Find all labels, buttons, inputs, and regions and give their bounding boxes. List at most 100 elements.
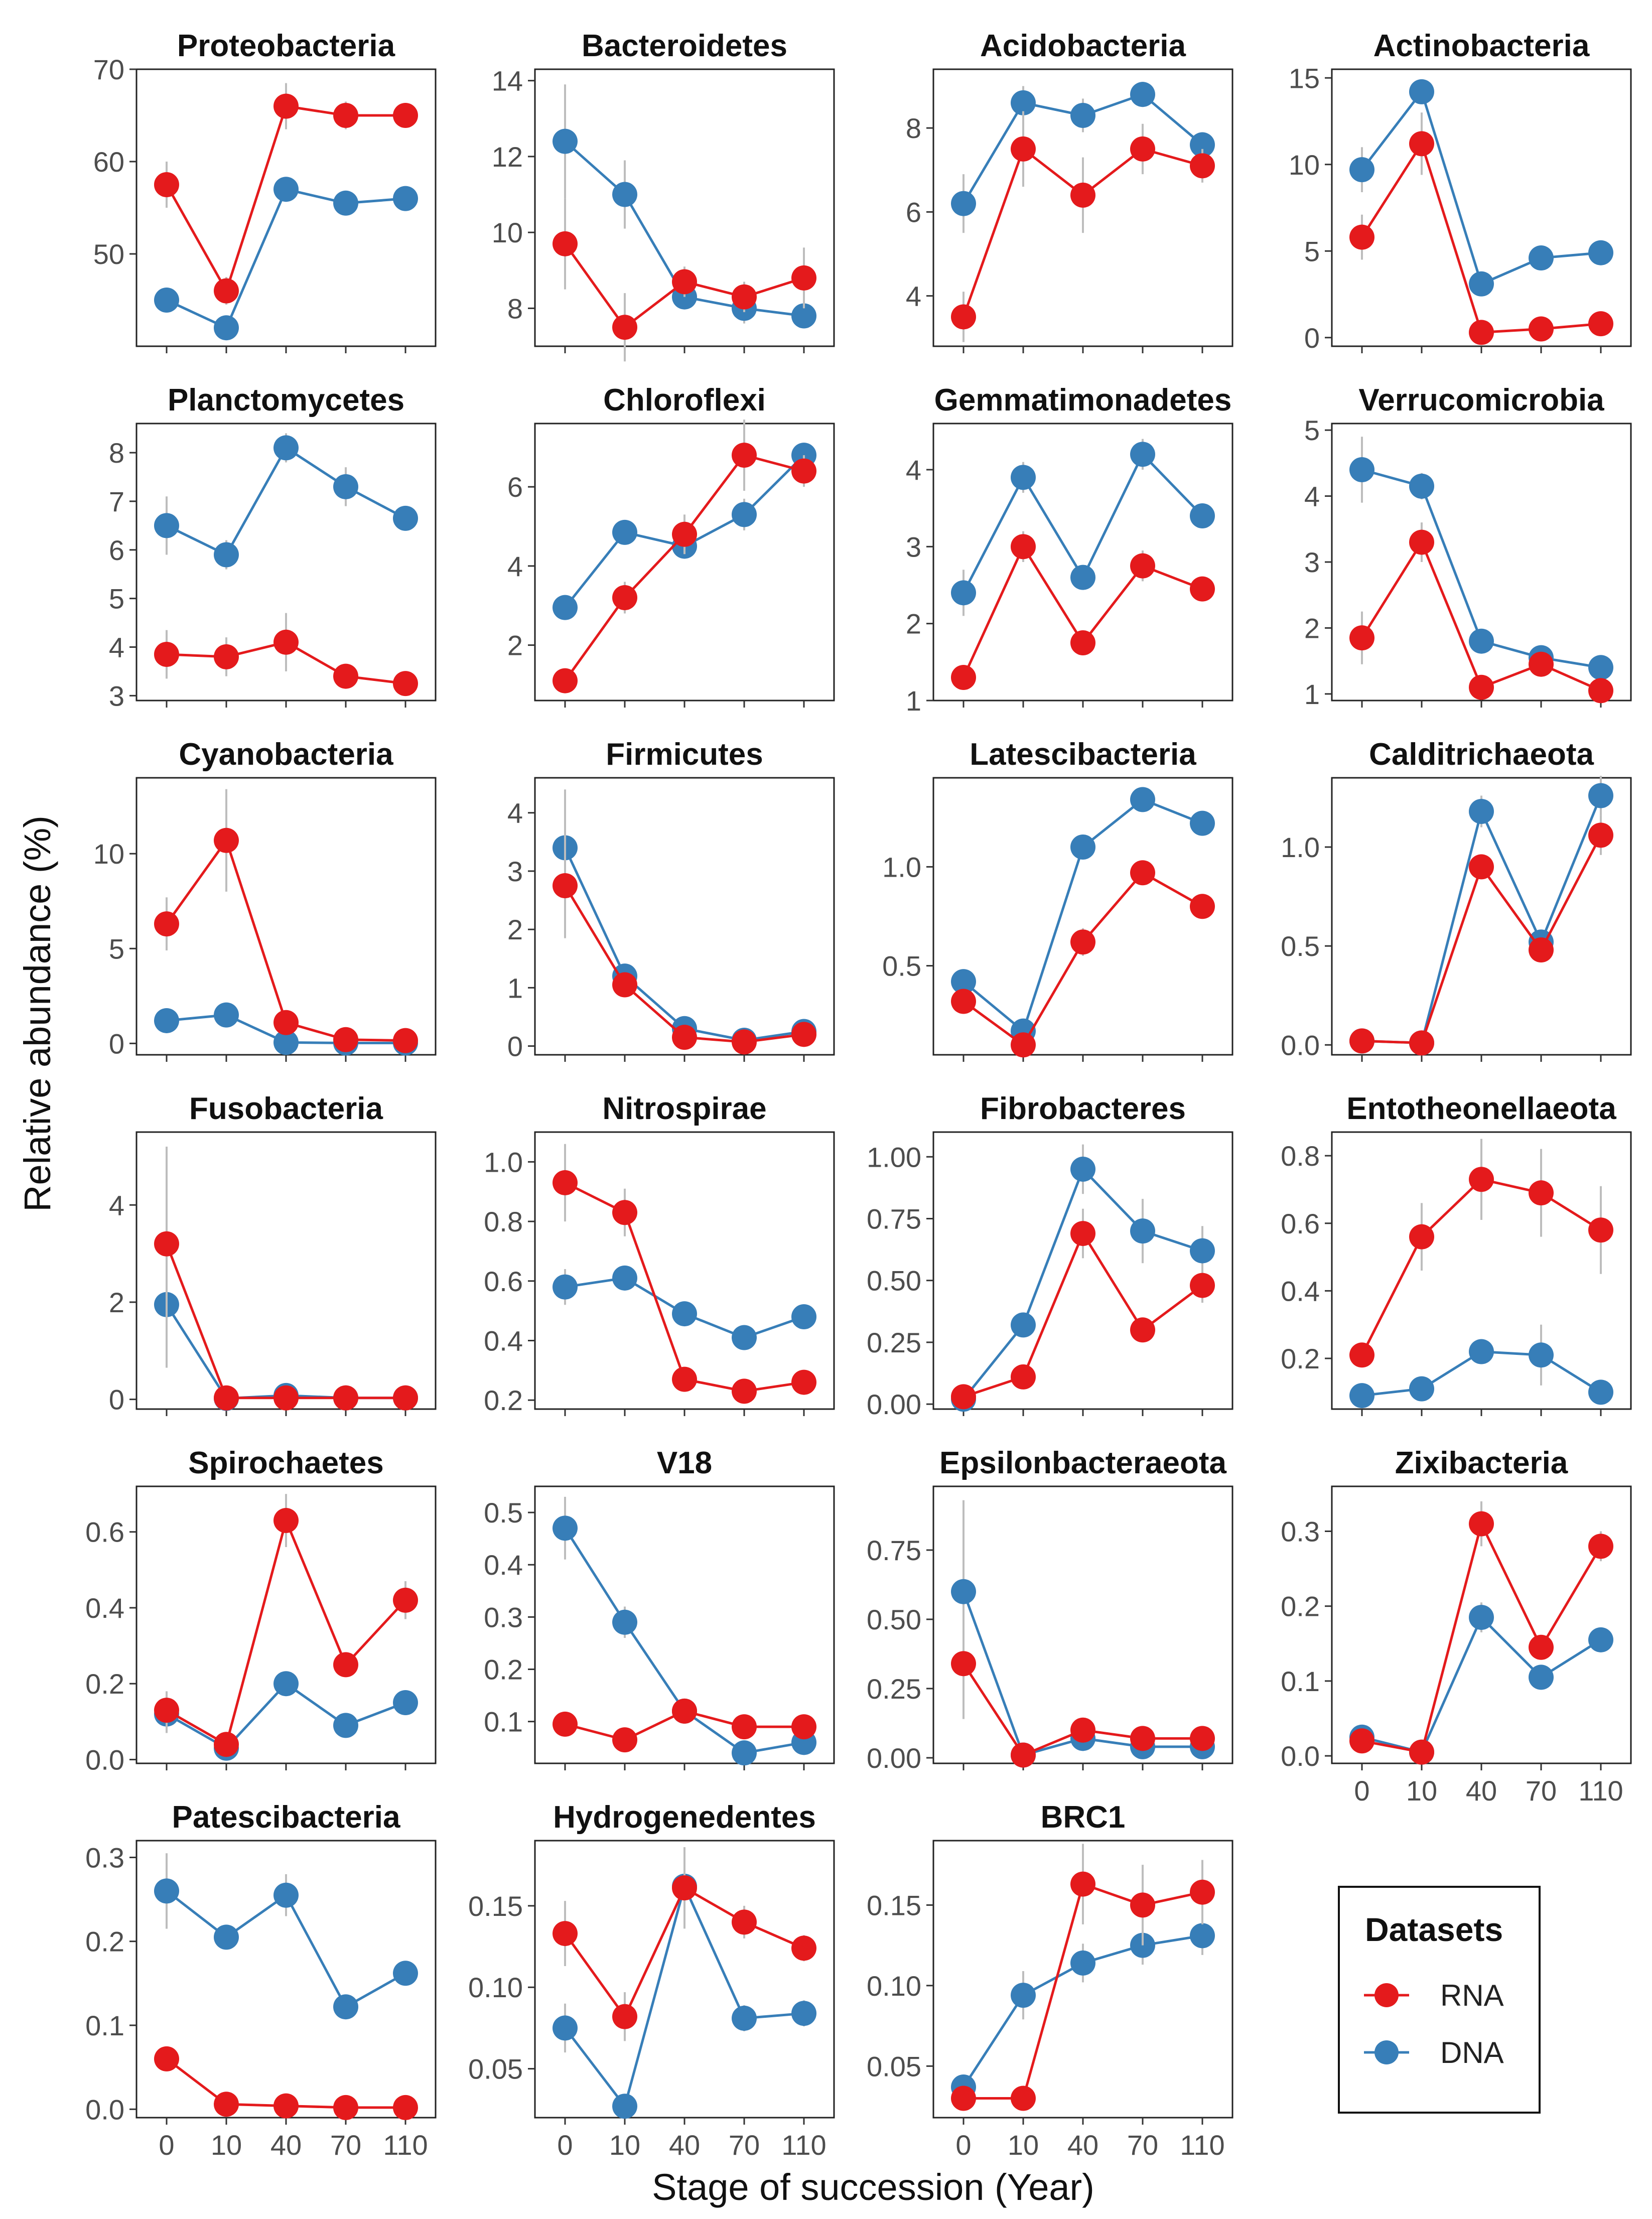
data-point-dna — [333, 1713, 358, 1738]
y-tick-label: 3 — [109, 680, 124, 712]
data-point-dna — [1070, 1950, 1095, 1976]
y-tick-label: 0.0 — [85, 1744, 124, 1775]
data-point-rna — [1409, 131, 1434, 157]
data-point-rna — [214, 1732, 239, 1757]
data-point-rna — [1409, 1224, 1434, 1250]
data-point-rna — [1469, 1511, 1494, 1537]
x-tick-label: 40 — [270, 2129, 302, 2161]
panel-title: Zixibacteria — [1395, 1446, 1568, 1480]
data-point-dna — [154, 1008, 179, 1033]
data-point-rna — [1011, 1742, 1036, 1768]
panel-title: Acidobacteria — [980, 29, 1186, 63]
data-point-rna — [214, 2092, 239, 2117]
panel-title: Actinobacteria — [1373, 29, 1590, 63]
panel-gemmatimonadetes: Gemmatimonadetes 1 2 3 4 — [906, 383, 1233, 717]
data-point-dna — [553, 2015, 578, 2041]
data-point-rna — [791, 1714, 816, 1740]
panel-entotheonellaeota: Entotheonellaeota 0.2 0.4 0.6 0.8 — [1281, 1091, 1632, 1416]
y-tick-label: 2 — [507, 630, 523, 661]
panel-zixibacteria: Zixibacteria 0.0 0.1 0.2 0.3 0 10 40 70 110 — [1281, 1446, 1632, 1807]
y-tick-label: 10 — [93, 838, 124, 870]
data-point-dna — [951, 580, 976, 606]
y-tick-label: 0.1 — [484, 1706, 523, 1738]
data-point-rna — [1190, 894, 1215, 919]
data-point-dna — [393, 186, 418, 211]
legend-label-dna: DNA — [1440, 2036, 1504, 2069]
data-point-dna — [1011, 90, 1036, 115]
panel-epsilonbacteraeota: Epsilonbacteraeota 0.00 0.25 0.50 0.75 — [867, 1446, 1233, 1774]
y-tick-label: 1.00 — [867, 1141, 921, 1173]
data-point-dna — [154, 1878, 179, 1904]
data-point-rna — [553, 1711, 578, 1737]
x-tick-label: 10 — [1406, 1775, 1437, 1807]
data-point-rna — [612, 585, 637, 610]
data-point-dna — [1070, 103, 1095, 128]
data-point-dna — [1529, 1342, 1554, 1368]
y-tick-label: 2 — [906, 608, 921, 640]
data-point-rna — [393, 671, 418, 697]
data-point-dna — [214, 1002, 239, 1028]
y-tick-label: 0.25 — [867, 1327, 921, 1358]
panel-proteobacteria: Proteobacteria 50 60 70 — [93, 29, 437, 353]
panel-spirochaetes: Spirochaetes 0.0 0.2 0.4 0.6 — [85, 1446, 437, 1775]
series-rna — [154, 613, 418, 697]
y-tick-label: 15 — [1289, 62, 1320, 94]
y-tick-label: 0.6 — [484, 1266, 523, 1297]
series-rna — [154, 2046, 418, 2120]
data-point-rna — [1529, 937, 1554, 963]
data-point-rna — [1130, 136, 1155, 162]
panel-brc1: BRC1 0.05 0.10 0.15 0 10 40 70 110 — [867, 1800, 1233, 2161]
series-rna — [951, 1608, 1215, 1768]
data-point-rna — [273, 629, 299, 655]
series-rna — [553, 198, 816, 362]
data-point-dna — [1070, 835, 1095, 860]
data-point-dna — [1011, 1312, 1036, 1338]
y-tick-label: 0.00 — [867, 1389, 921, 1420]
panel-v18: V18 0.1 0.2 0.3 0.4 0.5 — [484, 1446, 835, 1770]
panel-title: Chloroflexi — [603, 383, 766, 418]
panel-frame — [932, 1485, 1233, 1764]
legend-marker-rna — [1374, 1983, 1399, 2007]
data-point-rna — [951, 1384, 976, 1410]
data-point-dna — [154, 513, 179, 538]
data-point-rna — [1070, 182, 1095, 208]
data-point-rna — [1190, 1726, 1215, 1751]
y-tick-label: 0.0 — [1281, 1740, 1320, 1772]
panel-title: Verrucomicrobia — [1358, 383, 1604, 418]
data-point-rna — [1011, 1364, 1036, 1390]
panel-chloroflexi: Chloroflexi 2 4 6 — [507, 383, 835, 708]
y-tick-label: 50 — [93, 238, 124, 270]
data-point-dna — [553, 1274, 578, 1300]
data-point-rna — [273, 1010, 299, 1035]
y-tick-label: 0.2 — [484, 1654, 523, 1686]
panel-title: Fibrobacteres — [980, 1091, 1186, 1126]
y-tick-label: 0.2 — [1281, 1343, 1320, 1374]
data-point-rna — [1130, 1317, 1155, 1343]
y-tick-label: 5 — [1304, 235, 1320, 267]
panel-title: Gemmatimonadetes — [934, 383, 1232, 418]
data-point-dna — [333, 1994, 358, 2020]
y-tick-label: 0.1 — [1281, 1666, 1320, 1697]
series-rna — [1349, 522, 1613, 704]
y-tick-label: 12 — [492, 141, 523, 173]
y-axis-label: Relative abundance (%) — [17, 815, 58, 1212]
panel-acidobacteria: Acidobacteria 4 6 8 — [906, 29, 1233, 353]
data-point-dna — [1588, 655, 1613, 680]
data-point-rna — [1190, 576, 1215, 602]
data-point-rna — [672, 1025, 697, 1050]
data-point-rna — [791, 265, 816, 291]
data-point-rna — [1409, 529, 1434, 555]
legend-marker-dna — [1374, 2040, 1399, 2064]
data-point-rna — [951, 304, 976, 330]
data-point-rna — [1349, 1342, 1374, 1368]
data-point-rna — [1349, 1728, 1374, 1754]
data-point-rna — [393, 2095, 418, 2120]
y-tick-label: 1 — [906, 685, 921, 717]
panel-title: BRC1 — [1041, 1800, 1126, 1835]
data-point-dna — [333, 474, 358, 499]
data-point-dna — [1190, 503, 1215, 528]
data-point-rna — [1130, 553, 1155, 579]
series-dna — [553, 1265, 816, 1350]
y-tick-label: 0.3 — [1281, 1516, 1320, 1548]
data-point-rna — [672, 1875, 697, 1901]
